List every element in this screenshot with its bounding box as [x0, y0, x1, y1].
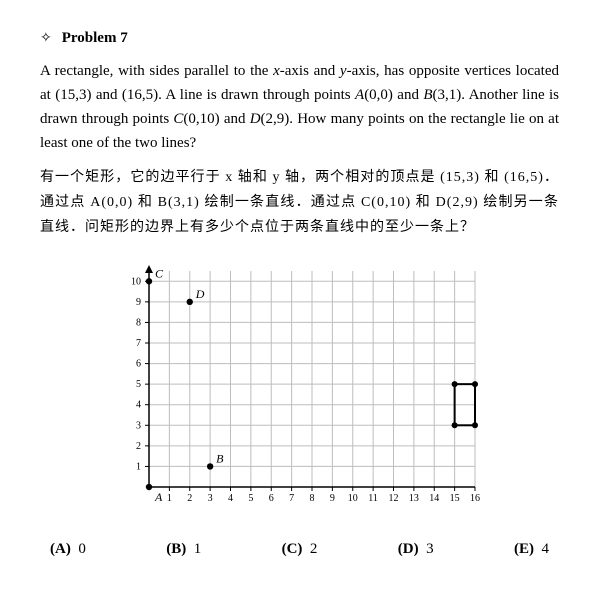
svg-text:3: 3: [136, 420, 141, 431]
svg-text:C: C: [155, 266, 164, 280]
coordinate-grid-chart: 1234567891011121314151612345678910ABCD: [115, 261, 485, 511]
svg-text:11: 11: [368, 493, 378, 504]
svg-text:6: 6: [268, 493, 273, 504]
choice-a: (A) 0: [50, 541, 86, 558]
svg-text:D: D: [194, 286, 204, 300]
choice-d: (D) 3: [398, 541, 434, 558]
svg-text:12: 12: [388, 493, 398, 504]
svg-text:2: 2: [136, 440, 141, 451]
problem-title: Problem 7: [62, 30, 128, 47]
svg-text:9: 9: [329, 493, 334, 504]
svg-text:16: 16: [470, 493, 480, 504]
svg-text:10: 10: [347, 493, 357, 504]
problem-text-english: A rectangle, with sides parallel to the …: [40, 59, 559, 155]
svg-text:10: 10: [131, 276, 141, 287]
svg-text:3: 3: [207, 493, 212, 504]
chart-container: 1234567891011121314151612345678910ABCD: [40, 261, 559, 511]
problem-header: ✧ Problem 7: [40, 30, 559, 47]
answer-choices: (A) 0 (B) 1 (C) 2 (D) 3 (E) 4: [40, 541, 559, 558]
choice-e: (E) 4: [514, 541, 549, 558]
svg-text:6: 6: [136, 358, 141, 369]
svg-text:1: 1: [136, 461, 141, 472]
diamond-icon: ✧: [40, 30, 52, 47]
svg-text:1: 1: [166, 493, 171, 504]
svg-text:A: A: [154, 490, 163, 504]
svg-text:7: 7: [289, 493, 294, 504]
svg-text:15: 15: [449, 493, 459, 504]
svg-text:4: 4: [228, 493, 233, 504]
choice-b: (B) 1: [166, 541, 201, 558]
svg-text:B: B: [216, 451, 224, 465]
svg-text:8: 8: [309, 493, 314, 504]
svg-text:7: 7: [136, 338, 141, 349]
svg-text:2: 2: [187, 493, 192, 504]
svg-text:13: 13: [408, 493, 418, 504]
svg-text:5: 5: [136, 379, 141, 390]
svg-text:9: 9: [136, 296, 141, 307]
problem-text-chinese: 有一个矩形，它的边平行于 x 轴和 y 轴，两个相对的顶点是 (15,3) 和 …: [40, 165, 559, 241]
choice-c: (C) 2: [282, 541, 318, 558]
svg-text:8: 8: [136, 317, 141, 328]
svg-text:4: 4: [136, 399, 141, 410]
svg-text:5: 5: [248, 493, 253, 504]
svg-text:14: 14: [429, 493, 439, 504]
